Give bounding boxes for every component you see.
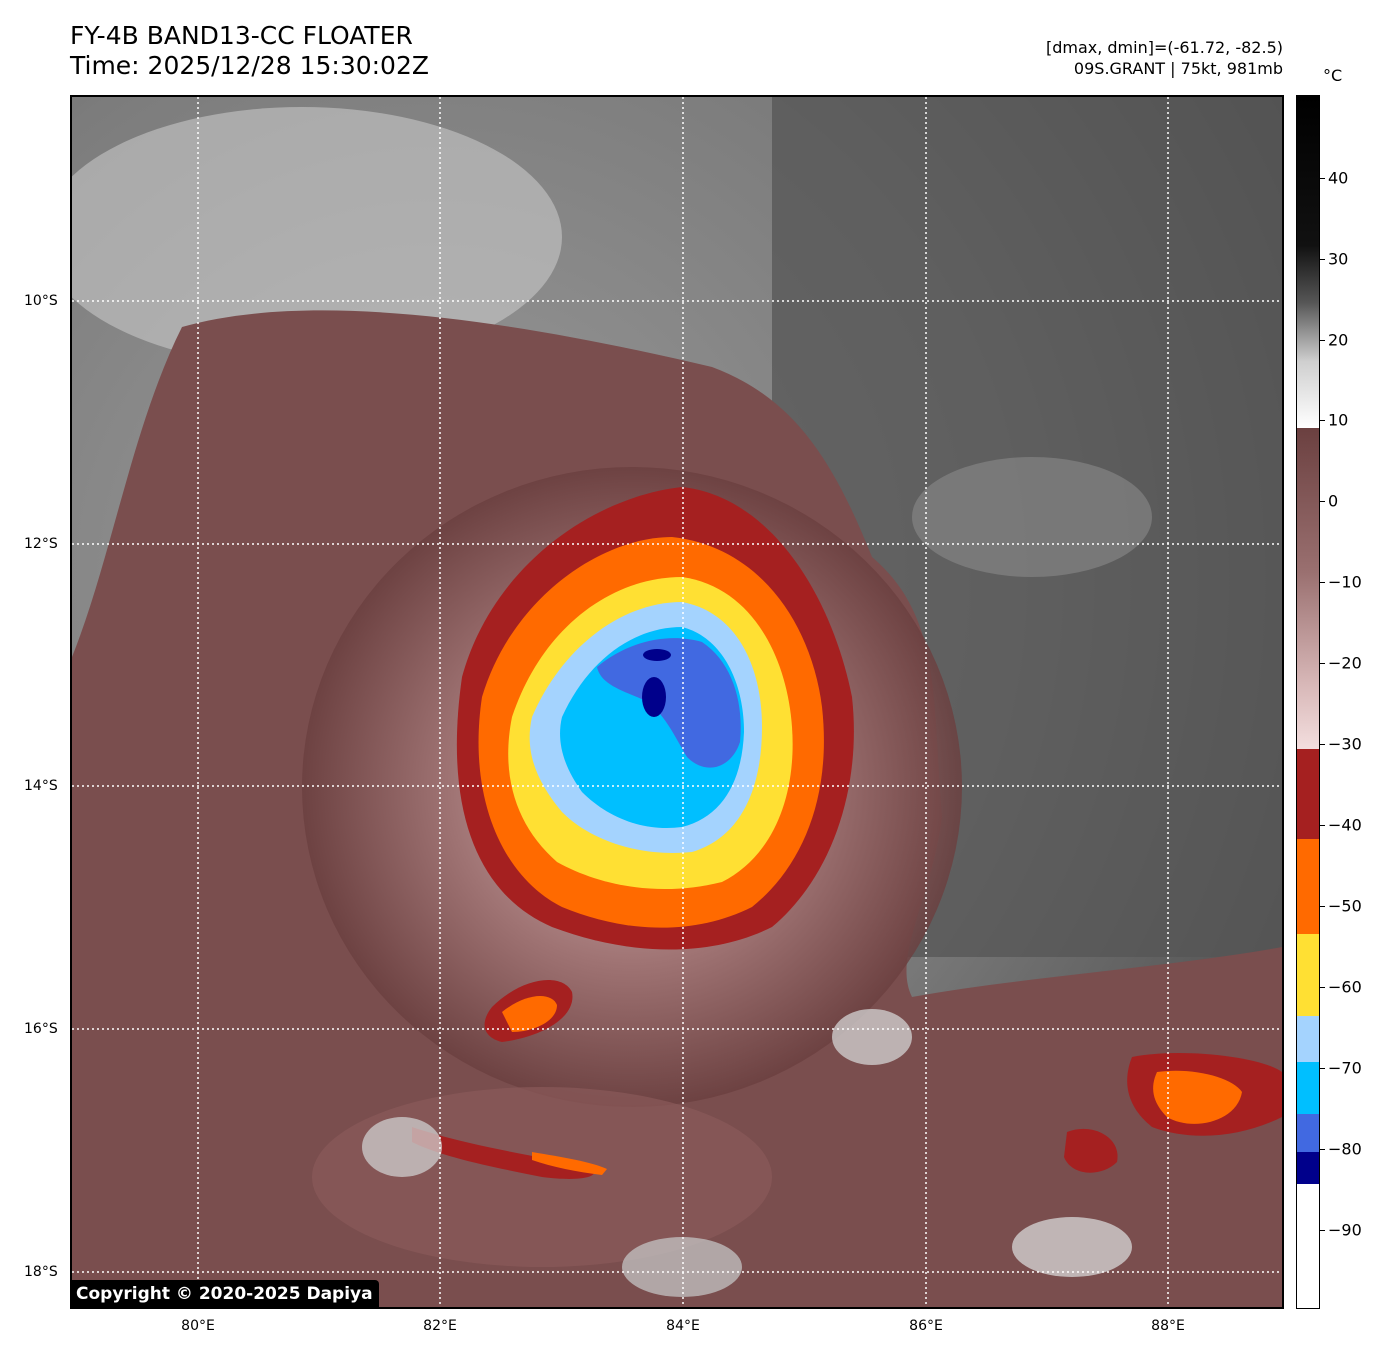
graticule (72, 97, 1282, 1307)
colorbar-tick-label: −10 (1328, 572, 1362, 592)
lon-label-84e: 84°E (666, 1318, 700, 1334)
colorbar-tick-label: −70 (1328, 1058, 1362, 1078)
clear-patch-1 (362, 1117, 442, 1177)
lat-label-16s: 16°S (24, 1021, 58, 1037)
lat-label-14s: 14°S (24, 778, 58, 794)
colorbar-tick-label: −20 (1328, 653, 1362, 673)
lon-label-86e: 86°E (909, 1318, 943, 1334)
colorbar-orange-segment (1297, 839, 1319, 934)
colorbar-white-segment (1297, 1184, 1319, 1308)
lat-label-18s: 18°S (24, 1264, 58, 1280)
colorbar-tick-mark (1320, 1149, 1325, 1150)
colorbar-tick-mark (1320, 582, 1325, 583)
coldest-core (642, 677, 666, 717)
colorbar-tick-label: 20 (1328, 330, 1349, 350)
colorbar-brown-segment (1297, 428, 1319, 749)
colorbar-red-segment (1297, 749, 1319, 839)
colorbar-lightblue-segment (1297, 1016, 1319, 1062)
colorbar-scale (1297, 96, 1319, 1308)
cloud-cluster-ne (912, 457, 1152, 577)
lat-label-12s: 12°S (24, 536, 58, 552)
colorbar-royalblue-segment (1297, 1114, 1319, 1152)
colorbar-yellow-segment (1297, 934, 1319, 1016)
colorbar-tick-mark (1320, 178, 1325, 179)
cell-southeast (1064, 1128, 1118, 1173)
storm-info: 09S.GRANT | 75kt, 981mb (1073, 59, 1283, 78)
band-streak-2 (532, 1152, 607, 1175)
cell-south-core (502, 995, 557, 1032)
colorbar-tick-mark (1320, 663, 1325, 664)
coldest-core-north (643, 649, 671, 661)
lon-label-80e: 80°E (181, 1318, 215, 1334)
colorbar-tick-label: 30 (1328, 249, 1349, 269)
lat-label-10s: 10°S (24, 293, 58, 309)
colorbar-darkblue-segment (1297, 1152, 1319, 1184)
copyright-label: Copyright © 2020-2025 Dapiya (70, 1280, 379, 1308)
colorbar-tick-label: 40 (1328, 168, 1349, 188)
lon-label-82e: 82°E (423, 1318, 457, 1334)
colorbar-tick-mark (1320, 420, 1325, 421)
satellite-map (70, 95, 1284, 1309)
cell-east-core (1153, 1070, 1242, 1124)
colorbar-tick-label: 0 (1328, 491, 1339, 511)
colorbar-tick-mark (1320, 744, 1325, 745)
colorbar-tick-mark (1320, 340, 1325, 341)
colorbar-tick-mark (1320, 259, 1325, 260)
colorbar-tick-label: −40 (1328, 815, 1362, 835)
ring-minus-80 (597, 638, 741, 768)
colorbar-tick-mark (1320, 906, 1325, 907)
colorbar-tick-label: −50 (1328, 896, 1362, 916)
colorbar-tick-mark (1320, 1230, 1325, 1231)
colorbar-tick-mark (1320, 1068, 1325, 1069)
observation-time: Time: 2025/12/28 15:30:02Z (70, 51, 429, 80)
clear-patch-4 (1012, 1217, 1132, 1277)
colorbar-tick-label: −60 (1328, 977, 1362, 997)
colorbar-unit: °C (1323, 66, 1343, 85)
lon-label-88e: 88°E (1151, 1318, 1185, 1334)
band-streak-1 (412, 1127, 595, 1179)
colorbar-tick-label: −30 (1328, 734, 1362, 754)
temperature-range: [dmax, dmin]=(-61.72, -82.5) (1045, 38, 1283, 57)
ir-image (72, 97, 1282, 1307)
map-title: FY-4B BAND13-CC FLOATER (70, 21, 413, 50)
colorbar-tick-mark (1320, 501, 1325, 502)
colorbar-gray-segment (1297, 96, 1319, 428)
colorbar-tick-mark (1320, 825, 1325, 826)
colorbar-tick-label: −80 (1328, 1139, 1362, 1159)
clear-patch-3 (622, 1237, 742, 1297)
clear-patch-2 (832, 1009, 912, 1065)
colorbar-tick-label: 10 (1328, 410, 1349, 430)
colorbar-tick-mark (1320, 987, 1325, 988)
colorbar-skyblue-segment (1297, 1062, 1319, 1114)
colorbar (1296, 95, 1320, 1309)
colorbar-tick-label: −90 (1328, 1220, 1362, 1240)
